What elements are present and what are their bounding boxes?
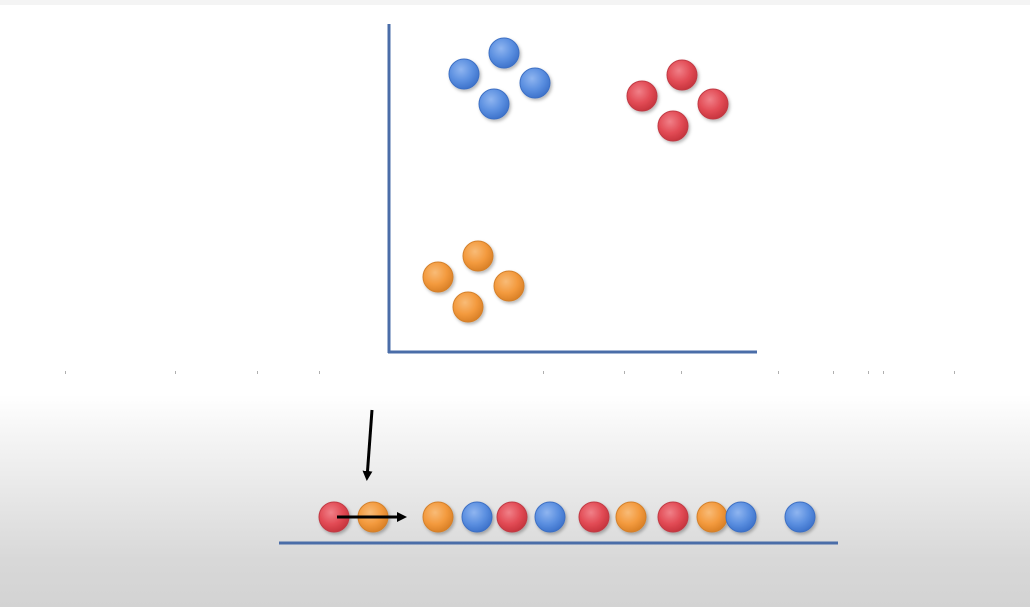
sequence-points [318, 501, 816, 533]
orange-point [462, 240, 494, 272]
sequence-point-blue [461, 501, 493, 533]
orange-point [422, 261, 454, 293]
orange-point [452, 291, 484, 323]
sequence-point-orange [696, 501, 728, 533]
blue-cluster [448, 37, 551, 120]
sequence-point-orange [422, 501, 454, 533]
blue-point [488, 37, 520, 69]
sequence-point-red [657, 501, 689, 533]
red-point [657, 110, 689, 142]
sequence-point-red [578, 501, 610, 533]
orange-cluster [422, 240, 525, 323]
sequence-point-blue [534, 501, 566, 533]
sequence-point-blue [725, 501, 757, 533]
blue-point [519, 67, 551, 99]
sequence-point-red [496, 501, 528, 533]
top-strip [0, 0, 1030, 5]
sequence-point-orange [615, 501, 647, 533]
blue-point [478, 88, 510, 120]
orange-point [493, 270, 525, 302]
sequence-point-blue [784, 501, 816, 533]
red-point [666, 59, 698, 91]
red-point [626, 80, 658, 112]
down-arrow [362, 409, 374, 481]
red-point [697, 88, 729, 120]
faint-specks [65, 371, 955, 374]
blue-point [448, 58, 480, 90]
red-cluster [626, 59, 729, 142]
